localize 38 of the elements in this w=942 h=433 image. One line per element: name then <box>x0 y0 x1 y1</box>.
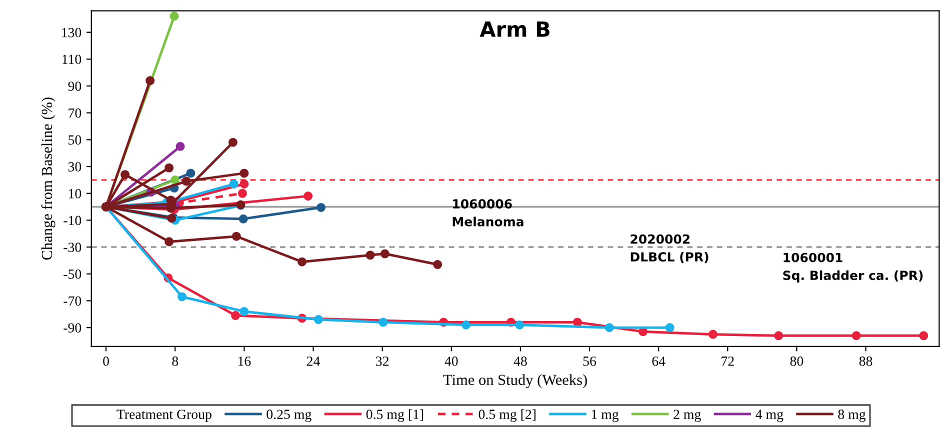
y-tick-label: 70 <box>68 108 82 118</box>
legend-title: Treatment Group <box>116 410 212 422</box>
y-tick-label: -10 <box>64 216 82 226</box>
y-tick-label: 50 <box>68 135 82 145</box>
legend-label: 0.5 mg [2] <box>478 409 536 422</box>
legend-label: 2 mg <box>674 410 701 422</box>
x-tick-label: 48 <box>514 356 527 366</box>
x-tick-label: 24 <box>306 356 320 366</box>
y-tick-label: 10 <box>68 188 82 198</box>
chart-title: Arm B <box>480 22 550 37</box>
x-axis-title: Time on Study (Weeks) <box>443 374 587 388</box>
x-tick-label: 0 <box>103 356 109 366</box>
x-tick-label: 32 <box>376 356 388 366</box>
y-tick-label: 110 <box>62 54 82 64</box>
legend-label: 4 mg <box>756 410 784 422</box>
y-tick-label: -50 <box>64 270 82 279</box>
x-tick-label: 40 <box>444 356 458 366</box>
legend-label: 0.5 mg [1] <box>366 409 424 422</box>
legend-label: 0.25 mg <box>266 410 312 422</box>
x-tick-label: 64 <box>652 356 666 366</box>
legend-label: 1 mg <box>592 410 619 422</box>
y-tick-label: 30 <box>68 162 82 172</box>
y-axis-title: Change from Baseline (%) <box>41 98 56 260</box>
x-tick-label: 88 <box>859 356 872 366</box>
y-tick-label: -90 <box>64 323 82 333</box>
annotation: 2020002 DLBCL (PR) <box>630 234 708 264</box>
annotation: 1060006 Melanoma <box>452 199 524 226</box>
x-tick-label: 16 <box>238 356 251 366</box>
x-tick-label: 56 <box>583 356 596 366</box>
y-tick-label: 90 <box>68 82 82 91</box>
y-tick-label: -70 <box>64 296 82 306</box>
y-tick-label: -30 <box>64 242 82 252</box>
legend-label: 8 mg <box>838 410 866 422</box>
x-tick-label: 8 <box>172 356 178 366</box>
x-tick-label: 72 <box>722 356 734 366</box>
annotation: 1060001 Sq. Bladder ca. (PR) <box>783 252 923 282</box>
y-tick-label: 130 <box>62 28 82 38</box>
x-tick-label: 80 <box>790 356 804 366</box>
